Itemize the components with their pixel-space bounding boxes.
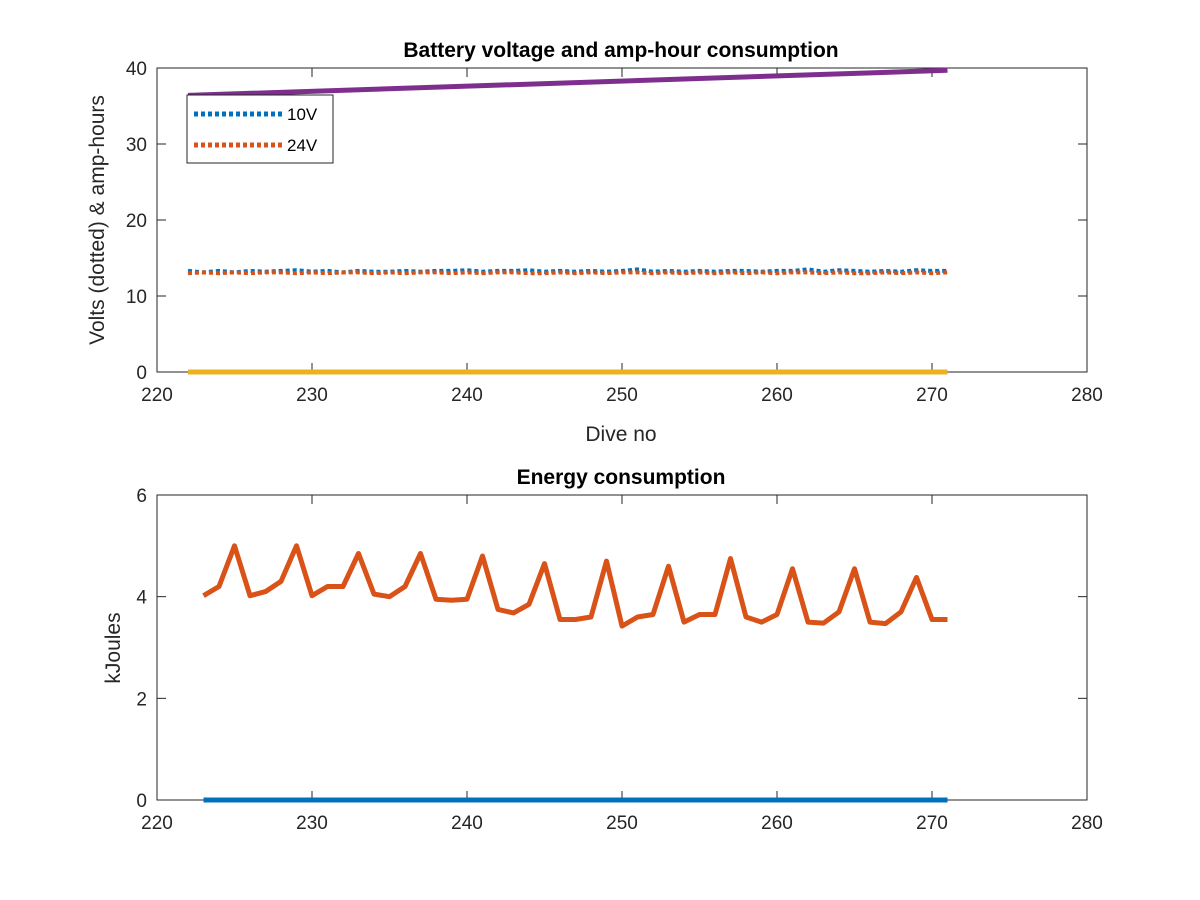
y-tick-label: 0 (136, 363, 147, 384)
chart-energy-consumption: Energy consumption 220 230 240 250 260 270 280… (102, 466, 1103, 834)
legend-label-24v: 24V (287, 136, 318, 155)
y-tick-label: 30 (126, 135, 147, 156)
x-axis-label: Dive no (585, 423, 656, 446)
series-group (187, 67, 948, 375)
legend-label-10v: 10V (287, 105, 318, 124)
x-tick-label: 260 (761, 813, 793, 834)
x-tick-label: 250 (606, 385, 638, 406)
chart-battery-voltage: Battery voltage and amp-hour consumption… (86, 39, 1103, 446)
legend: 10V 24V (186, 94, 334, 164)
y-axis-label: kJoules (102, 612, 125, 683)
legend-box (186, 94, 334, 164)
x-tick-label: 270 (916, 385, 948, 406)
x-tick-label: 280 (1071, 813, 1103, 834)
x-tick-label: 280 (1071, 385, 1103, 406)
x-tick-label: 250 (606, 813, 638, 834)
y-tick-label: 0 (136, 791, 147, 812)
y-tick-label: 6 (136, 486, 147, 507)
x-tick-label: 270 (916, 813, 948, 834)
y-tick-label: 4 (136, 588, 147, 609)
series-line-series-1 (202, 543, 948, 629)
y-axis-label: Volts (dotted) & amp-hours (86, 95, 109, 345)
y-tick-label: 10 (126, 287, 147, 308)
series-group (202, 543, 948, 803)
ticks: 220 230 240 250 260 270 280 0 10 20 30 40 (126, 59, 1103, 406)
x-tick-label: 260 (761, 385, 793, 406)
series-line-24v (187, 270, 948, 276)
x-tick-label: 220 (141, 385, 173, 406)
chart-title: Energy consumption (517, 466, 726, 489)
x-tick-label: 230 (296, 385, 328, 406)
x-tick-label: 240 (451, 813, 483, 834)
y-tick-label: 20 (126, 211, 147, 232)
ticks: 220 230 240 250 260 270 280 0 2 4 6 (136, 486, 1102, 834)
y-tick-label: 40 (126, 59, 147, 80)
y-tick-label: 2 (136, 689, 147, 710)
x-tick-label: 230 (296, 813, 328, 834)
chart-title: Battery voltage and amp-hour consumption (403, 39, 838, 62)
x-tick-label: 240 (451, 385, 483, 406)
series-line-series-3 (187, 67, 948, 98)
x-tick-label: 220 (141, 813, 173, 834)
